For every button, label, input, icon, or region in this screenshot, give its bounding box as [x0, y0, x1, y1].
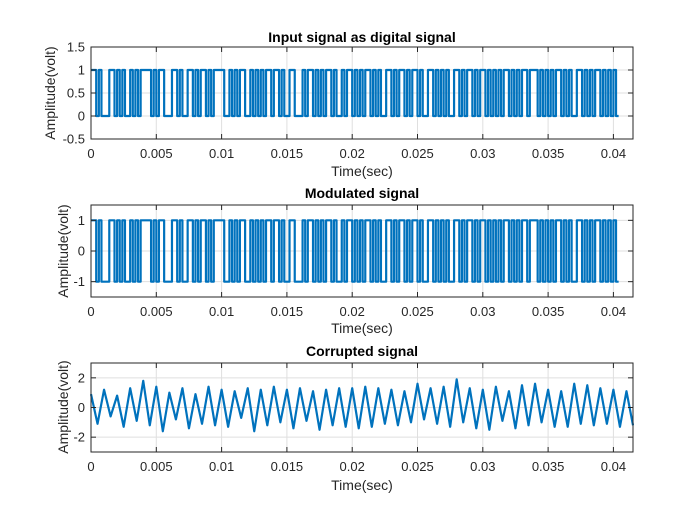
subplot-1-x-tick-label: 0.025 [401, 146, 434, 161]
subplot-2-x-tick-label: 0.015 [271, 304, 304, 319]
subplot-2-y-tick-label: 1 [78, 213, 85, 228]
subplot-1-y-tick-label: 0 [78, 109, 85, 124]
subplot-3-y-axis-label: Amplitude(volt) [55, 360, 71, 453]
subplot-2-series [91, 219, 619, 283]
subplot-2-y-tick-label: 0 [78, 244, 85, 259]
subplot-3-x-tick-label: 0.025 [401, 459, 434, 474]
subplot-1-x-tick-label: 0.03 [470, 146, 495, 161]
subplot-2-x-axis-label: Time(sec) [331, 320, 393, 336]
subplot-3-ticks: 0 0.005 0.01 0.015 0.02 0.025 0.03 0.035 0.04-20… [73, 363, 633, 474]
subplot-1-x-axis-label: Time(sec) [331, 163, 393, 179]
subplot-3-series [89, 378, 635, 433]
subplot-3-x-tick-label: 0.03 [470, 459, 495, 474]
subplot-1-y-tick-label: -0.5 [63, 132, 85, 147]
subplot-2-ticks: 0 0.005 0.01 0.015 0.02 0.025 0.03 0.035 0.04-10… [73, 205, 633, 319]
subplot-1-axes: 0 0.005 0.01 0.015 0.02 0.025 0.03 0.035 0.04 -0.… [42, 29, 634, 179]
subplot-1-title: Input signal as digital signal [268, 29, 455, 45]
subplot-3-x-tick-label: 0.015 [271, 459, 304, 474]
subplot-2-title: Modulated signal [305, 185, 419, 201]
subplot-2-x-tick-label: 0.005 [140, 304, 173, 319]
subplot-3-y-tick-label: -2 [73, 430, 85, 445]
subplot-3-y-tick-label: 2 [78, 370, 85, 385]
subplot-3-x-axis-label: Time(sec) [331, 477, 393, 493]
subplot-3-x-tick-label: 0 [87, 459, 94, 474]
subplot-2-y-tick-label: -1 [73, 274, 85, 289]
subplot-2-x-tick-label: 0.03 [470, 304, 495, 319]
subplot-1-x-tick-label: 0.02 [340, 146, 365, 161]
subplot-1-y-axis-label: Amplitude(volt) [42, 46, 58, 139]
subplot-1-x-tick-label: 0.01 [209, 146, 234, 161]
subplot-1-y-tick-label: 1 [78, 63, 85, 78]
subplot-2-x-tick-label: 0.035 [532, 304, 565, 319]
subplot-3-x-tick-label: 0.01 [209, 459, 234, 474]
subplot-1-y-tick-label: 0.5 [67, 86, 85, 101]
subplot-2-x-tick-label: 0.02 [340, 304, 365, 319]
subplot-1-signal-line [91, 68, 619, 118]
subplot-1-series [91, 68, 619, 118]
subplot-1-x-tick-label: 0.005 [140, 146, 173, 161]
subplot-3-axes: 0 0.005 0.01 0.015 0.02 0.025 0.03 0.035 0.04-20… [55, 343, 635, 493]
subplot-2-axes: 0 0.005 0.01 0.015 0.02 0.025 0.03 0.035 0.04-10… [55, 185, 634, 336]
subplot-1-x-tick-label: 0.015 [271, 146, 304, 161]
subplot-1-x-tick-label: 0 [87, 146, 94, 161]
subplot-2-x-tick-label: 0 [87, 304, 94, 319]
subplot-1-x-tick-label: 0.035 [532, 146, 565, 161]
subplot-2-signal-line [91, 219, 619, 283]
subplot-1-y-tick-label: 1.5 [67, 40, 85, 55]
subplot-3-y-tick-label: 0 [78, 400, 85, 415]
subplot-2-x-tick-label: 0.04 [601, 304, 626, 319]
subplot-2-x-tick-label: 0.01 [209, 304, 234, 319]
subplot-1-x-tick-label: 0.04 [601, 146, 626, 161]
subplot-3-signal-line [89, 378, 635, 433]
subplot-1-ticks: 0 0.005 0.01 0.015 0.02 0.025 0.03 0.035 0.04 -0.… [63, 40, 633, 161]
subplot-3-x-tick-label: 0.035 [532, 459, 565, 474]
subplot-2-x-tick-label: 0.025 [401, 304, 434, 319]
subplot-3-x-tick-label: 0.005 [140, 459, 173, 474]
subplot-2-y-axis-label: Amplitude(volt) [55, 204, 71, 297]
subplot-3-x-tick-label: 0.04 [601, 459, 626, 474]
subplot-3-title: Corrupted signal [306, 343, 418, 359]
subplot-3-x-tick-label: 0.02 [340, 459, 365, 474]
